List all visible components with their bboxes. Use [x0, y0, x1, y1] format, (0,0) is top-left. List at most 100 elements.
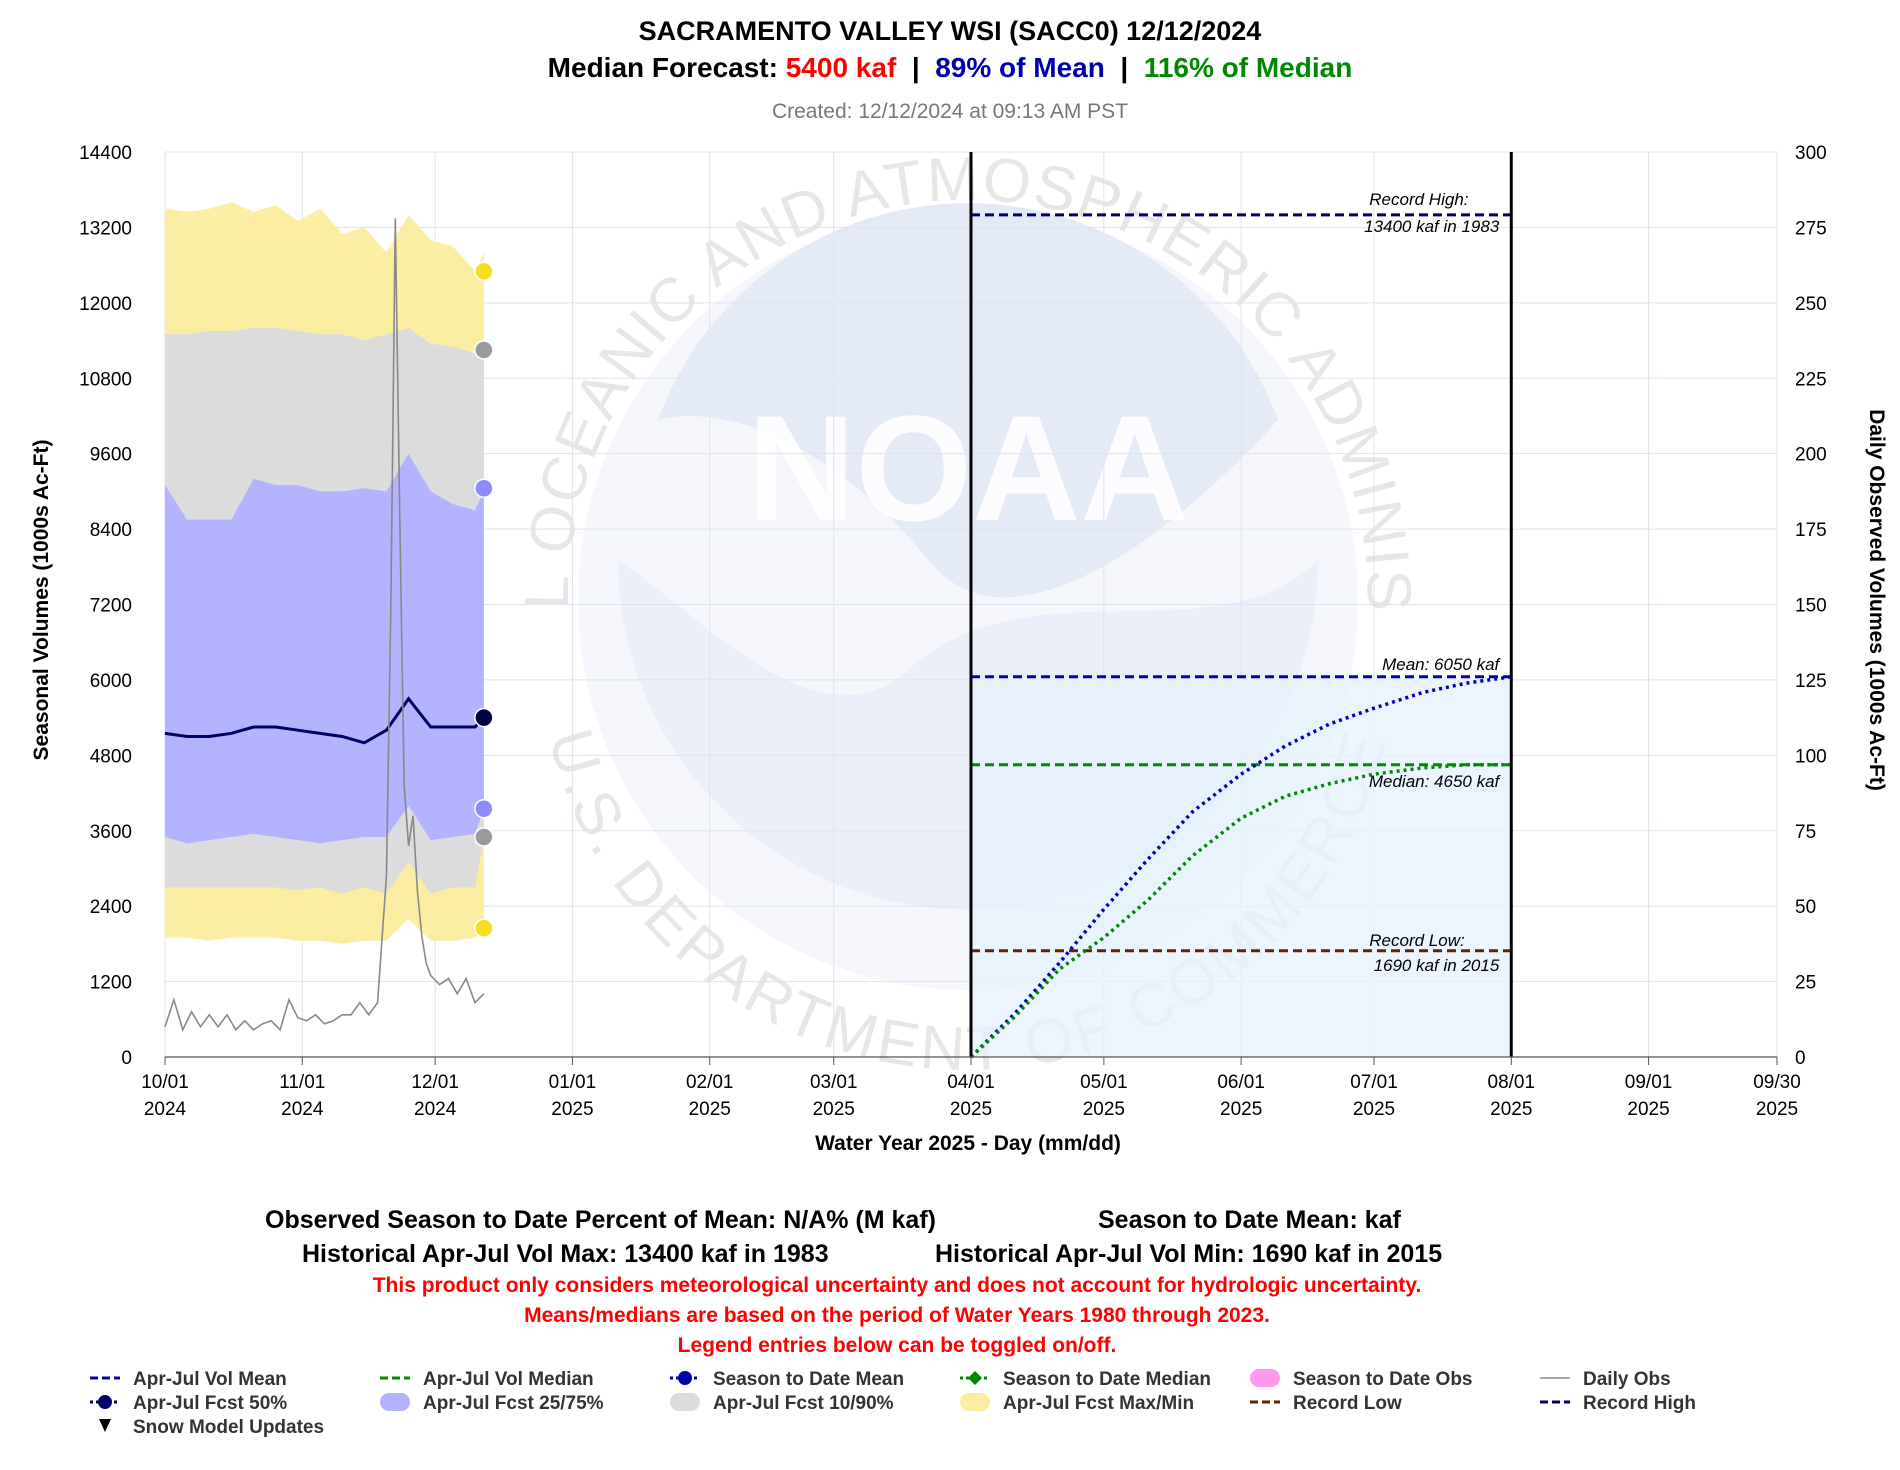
x-tick-label-year: 2025: [1627, 1099, 1669, 1120]
ref-label-2: Median: 4650 kaf: [1369, 772, 1502, 791]
x-tick-label-year: 2025: [1353, 1099, 1395, 1120]
ref-label-3-line1: Record Low:: [1369, 931, 1465, 950]
season-area: [971, 676, 1512, 1057]
y-tick-right: 50: [1795, 897, 1816, 918]
ref-label-0-line1: Record High:: [1369, 190, 1468, 209]
footer-observed-pct: Observed Season to Date Percent of Mean:…: [265, 1206, 936, 1234]
watermark-upper-wave: [658, 203, 1278, 598]
legend-item-season-to-date-median[interactable]: Season to Date Median: [960, 1369, 1211, 1390]
y-tick-left: 7200: [90, 596, 132, 617]
y-tick-right: 300: [1795, 143, 1827, 164]
legend-item-daily-obs[interactable]: Daily Obs: [1540, 1369, 1671, 1390]
x-tick-label-date: 12/01: [411, 1072, 459, 1093]
x-tick-label-date: 10/01: [141, 1072, 189, 1093]
y-tick-left: 14400: [79, 143, 132, 164]
warning-period: Means/medians are based on the period of…: [524, 1304, 1270, 1327]
legend-label: Apr-Jul Fcst 25/75%: [423, 1393, 604, 1414]
x-tick-label-date: 11/01: [279, 1072, 325, 1093]
legend-item-apr-jul-fcst-max-min[interactable]: Apr-Jul Fcst Max/Min: [960, 1393, 1194, 1414]
ref-label-3-line2: 1690 kaf in 2015: [1374, 956, 1500, 975]
y-axis-left-label: Seasonal Volumes (1000s Ac-Ft): [30, 440, 53, 761]
x-tick-label-year: 2025: [551, 1099, 593, 1120]
legend-label: Snow Model Updates: [133, 1417, 324, 1438]
x-tick-label-date: 06/01: [1217, 1072, 1265, 1093]
legend-icon-blob: [960, 1393, 990, 1411]
y-tick-right: 150: [1795, 596, 1827, 617]
x-axis-label: Water Year 2025 - Day (mm/dd): [815, 1132, 1121, 1155]
x-tick-label-date: 09/01: [1625, 1072, 1673, 1093]
legend-item-apr-jul-vol-mean[interactable]: Apr-Jul Vol Mean: [90, 1369, 287, 1390]
marker-apr-jul-fcst-10-: [474, 827, 494, 847]
footer-hist-min: Historical Apr-Jul Vol Min: 1690 kaf in …: [935, 1240, 1442, 1268]
legend-item-apr-jul-fcst-10-90-[interactable]: Apr-Jul Fcst 10/90%: [670, 1393, 894, 1414]
x-tick-label-date: 02/01: [686, 1072, 734, 1093]
warning-legend-toggle: Legend entries below can be toggled on/o…: [678, 1334, 1117, 1357]
forecast-bands: [164, 202, 485, 944]
current-markers: [474, 261, 494, 938]
warning-uncertainty: This product only considers meteorologic…: [373, 1274, 1422, 1297]
legend-label: Record High: [1583, 1393, 1696, 1414]
legend-label: Apr-Jul Vol Median: [423, 1369, 594, 1390]
legend-item-season-to-date-obs[interactable]: Season to Date Obs: [1250, 1369, 1473, 1390]
reference-lines: Record High: 13400 kaf in 1983 Mean: 6050 …: [971, 190, 1512, 975]
x-tick-label-date: 09/30: [1753, 1072, 1801, 1093]
marker-apr-jul-fcst-25-: [474, 799, 494, 819]
y-tick-left: 10800: [79, 369, 132, 390]
legend-icon-dotted-line-dot-marker: [98, 1395, 112, 1409]
y-tick-right: 75: [1795, 822, 1816, 843]
y-tick-right: 200: [1795, 445, 1827, 466]
y-tick-right: 175: [1795, 520, 1827, 541]
chart-title: SACRAMENTO VALLEY WSI (SACC0) 12/12/2024: [639, 16, 1262, 46]
y-tick-right: 125: [1795, 671, 1827, 692]
subtitle-forecast: 5400 kaf: [786, 52, 897, 83]
season-curves: [969, 152, 1513, 1059]
legend-item-snow-model-updates[interactable]: Snow Model Updates: [99, 1417, 324, 1438]
x-tick-label-year: 2025: [689, 1099, 731, 1120]
legend-item-apr-jul-fcst-25-75-[interactable]: Apr-Jul Fcst 25/75%: [380, 1393, 604, 1414]
x-tick-label-year: 2024: [144, 1099, 187, 1120]
legend-item-record-high[interactable]: Record High: [1540, 1393, 1696, 1414]
legend-label: Apr-Jul Fcst Max/Min: [1003, 1393, 1194, 1414]
subtitle-prefix: Median Forecast:: [548, 52, 786, 83]
legend-item-apr-jul-vol-median[interactable]: Apr-Jul Vol Median: [380, 1369, 594, 1390]
legend-label: Apr-Jul Fcst 50%: [133, 1393, 287, 1414]
y-tick-left: 6000: [90, 671, 132, 692]
legend-icon-blob: [380, 1393, 410, 1411]
x-tick-label-year: 2024: [281, 1099, 324, 1120]
subtitle-sep-2: |: [1105, 52, 1144, 83]
legend-icon-dotted-line-diamond-marker: [968, 1371, 982, 1385]
x-tick-label-year: 2025: [1490, 1099, 1532, 1120]
marker-apr-jul-fcst-75-: [474, 478, 494, 498]
season-mean-curve: [969, 675, 1512, 1059]
daily-obs: [164, 218, 485, 1033]
legend-label: Record Low: [1293, 1393, 1402, 1414]
axes: 0 1200 2400 3600 4800 6000 7200 8400 9600 10800 12…: [79, 143, 1827, 1120]
legend-label: Apr-Jul Fcst 10/90%: [713, 1393, 894, 1414]
y-tick-left: 13200: [79, 218, 132, 239]
y-axis-right-label: Daily Observed Volumes (1000s Ac-Ft): [1865, 409, 1888, 791]
x-tick-label-year: 2024: [414, 1099, 457, 1120]
x-tick-label-date: 07/01: [1350, 1072, 1398, 1093]
y-tick-right: 225: [1795, 369, 1827, 390]
x-tick-label-year: 2025: [950, 1099, 992, 1120]
chart-subtitle: Median Forecast: 5400 kaf | 89% of Mean …: [548, 52, 1353, 83]
legend-item-apr-jul-fcst-50-[interactable]: Apr-Jul Fcst 50%: [90, 1393, 287, 1414]
subtitle-median: 116% of Median: [1144, 52, 1353, 83]
legend-item-season-to-date-mean[interactable]: Season to Date Mean: [670, 1369, 904, 1390]
x-tick-label-date: 05/01: [1080, 1072, 1128, 1093]
subtitle-sep-1: |: [896, 52, 935, 83]
marker-apr-jul-fcst-min: [474, 918, 494, 938]
marker-apr-jul-fcst-50-: [474, 707, 494, 728]
legend: Apr-Jul Vol Mean Apr-Jul Vol Median Season…: [90, 1369, 1696, 1438]
y-tick-right: 0: [1795, 1048, 1806, 1069]
y-tick-right: 100: [1795, 746, 1827, 767]
y-tick-left: 0: [121, 1048, 132, 1069]
x-tick-label-year: 2025: [1083, 1099, 1125, 1120]
legend-icon-triangle-down: [99, 1419, 111, 1432]
created-timestamp: Created: 12/12/2024 at 09:13 AM PST: [772, 100, 1128, 123]
legend-label: Season to Date Obs: [1293, 1369, 1473, 1390]
season-area-fill: [971, 676, 1512, 1057]
legend-item-record-low[interactable]: Record Low: [1250, 1393, 1402, 1414]
ref-label-0-line2: 13400 kaf in 1983: [1364, 217, 1500, 236]
